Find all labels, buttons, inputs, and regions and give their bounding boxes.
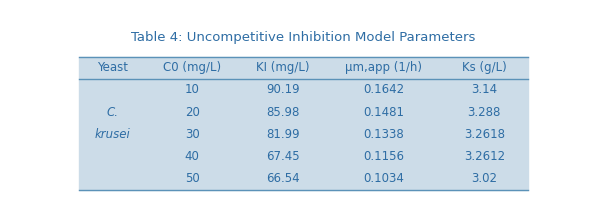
Text: 3.2618: 3.2618 [464,128,505,141]
Text: 66.54: 66.54 [266,172,300,185]
Text: 30: 30 [185,128,200,141]
Text: 0.1156: 0.1156 [363,150,404,163]
Text: 67.45: 67.45 [266,150,300,163]
Text: 40: 40 [185,150,200,163]
Text: KI (mg/L): KI (mg/L) [256,61,310,74]
Text: 85.98: 85.98 [266,106,300,119]
Text: 90.19: 90.19 [266,83,300,96]
Text: μm,app (1/h): μm,app (1/h) [345,61,422,74]
Text: Table 4: Uncompetitive Inhibition Model Parameters: Table 4: Uncompetitive Inhibition Model … [131,31,475,44]
Text: Ks (g/L): Ks (g/L) [462,61,507,74]
Text: C.: C. [106,106,118,119]
Text: 0.1642: 0.1642 [363,83,404,96]
Text: krusei: krusei [94,128,130,141]
Text: 0.1338: 0.1338 [363,128,404,141]
Bar [79,57,528,190]
Text: 10: 10 [185,83,200,96]
Text: Yeast: Yeast [96,61,128,74]
Text: 0.1034: 0.1034 [363,172,404,185]
Text: 0.1481: 0.1481 [363,106,404,119]
Text: 3.288: 3.288 [468,106,501,119]
Text: C0 (mg/L): C0 (mg/L) [163,61,221,74]
Text: 50: 50 [185,172,200,185]
Text: 81.99: 81.99 [266,128,300,141]
Text: 3.02: 3.02 [471,172,497,185]
Text: 20: 20 [185,106,200,119]
Text: 3.2612: 3.2612 [464,150,505,163]
Text: 3.14: 3.14 [471,83,497,96]
